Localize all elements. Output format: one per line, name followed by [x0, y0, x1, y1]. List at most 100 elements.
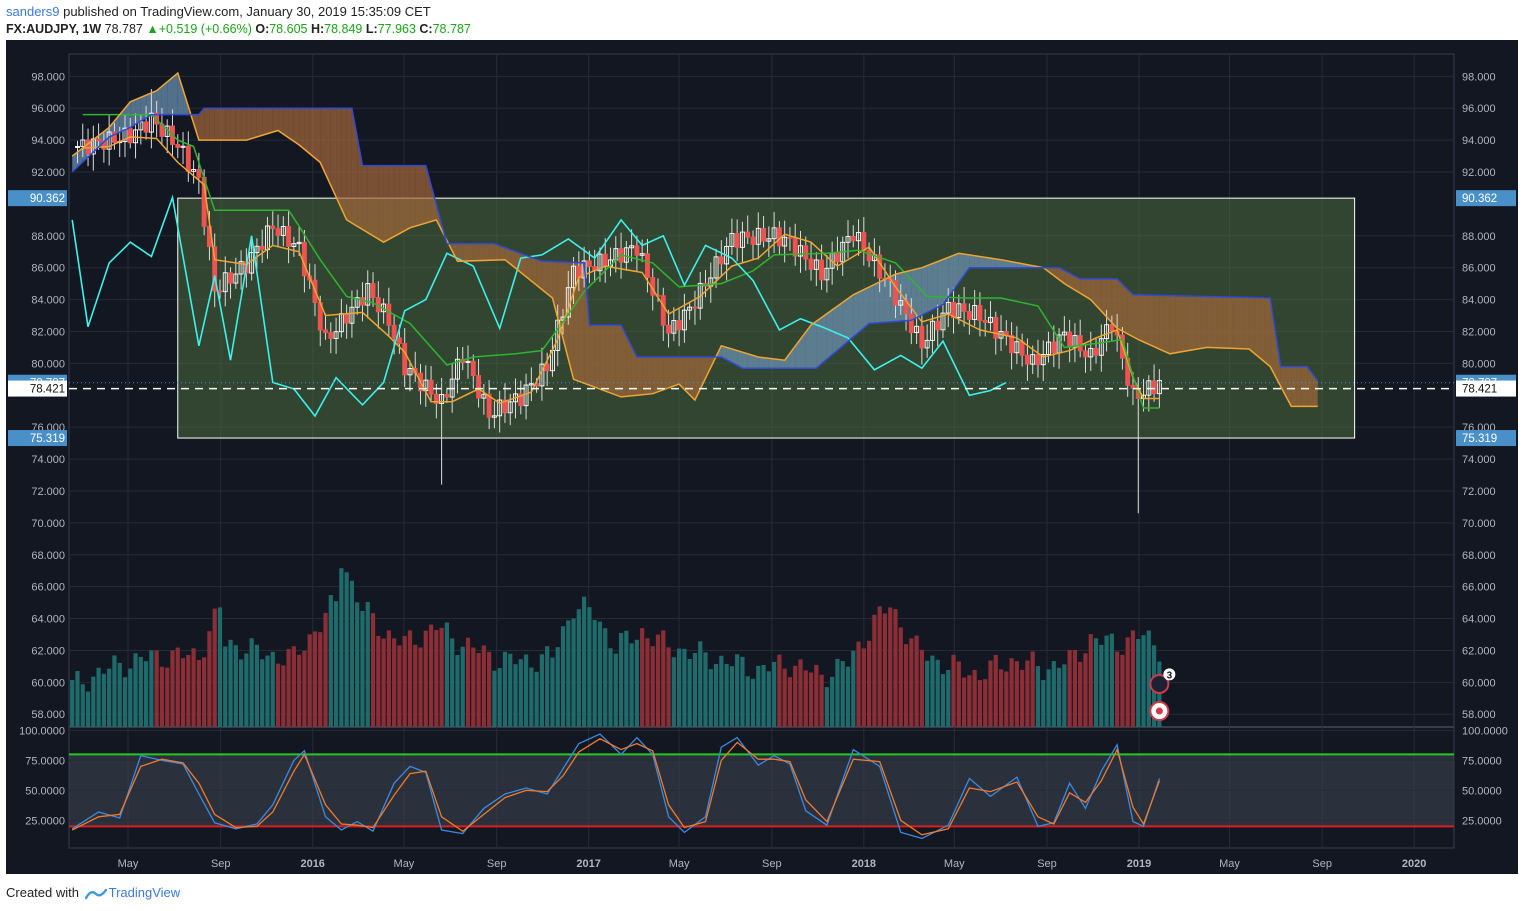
candle-body	[671, 320, 677, 334]
candle-body	[1014, 341, 1020, 354]
volume-bar	[719, 655, 724, 727]
volume-bar	[476, 653, 481, 727]
volume-bar	[407, 630, 413, 727]
volume-bar	[91, 676, 96, 727]
y-tick-right: 92.000	[1462, 167, 1496, 179]
cloud-segment	[415, 165, 421, 227]
volume-bar	[212, 608, 217, 727]
volume-bar	[835, 658, 840, 727]
cloud-segment	[1238, 297, 1244, 349]
y-tick-right: 94.000	[1462, 135, 1496, 147]
volume-bar	[328, 595, 333, 727]
cloud-segment	[388, 165, 395, 240]
y-tick-right: 68.000	[1462, 550, 1496, 562]
x-tick-label: Sep	[487, 858, 507, 870]
cloud-segment	[932, 261, 938, 310]
cloud-segment	[219, 108, 226, 141]
cloud-segment	[927, 263, 933, 313]
candle-body	[940, 312, 946, 331]
candle-body	[977, 305, 983, 321]
candle-body	[212, 246, 218, 292]
publish-text: published on TradingView.com, January 30…	[59, 4, 431, 19]
volume-bar	[107, 668, 112, 727]
cloud-segment	[494, 243, 500, 261]
event-flag-icon	[1149, 673, 1170, 694]
volume-bar	[735, 654, 740, 727]
volume-bar	[128, 668, 133, 727]
volume-bar	[523, 654, 529, 727]
volume-bar	[418, 647, 423, 727]
cloud-segment	[552, 261, 558, 319]
candle-body	[602, 253, 608, 267]
candle-body	[798, 245, 803, 257]
candle-body	[571, 265, 577, 289]
cloud-segment	[969, 254, 975, 268]
publisher-link[interactable]: sanders9	[6, 4, 60, 19]
volume-bar	[223, 646, 228, 727]
candle-body	[1109, 324, 1115, 332]
cloud-segment	[1196, 296, 1202, 350]
price-tag-right-label: 90.362	[1462, 193, 1497, 205]
volume-bar	[729, 666, 734, 727]
stoch-tick-left: 25.0000	[25, 815, 65, 827]
volume-bar	[465, 637, 471, 727]
candle-body	[1088, 347, 1094, 358]
tradingview-brand[interactable]: TradingView	[108, 885, 181, 900]
candle-body	[745, 231, 751, 238]
candle-body	[972, 305, 978, 320]
cloud-segment	[1143, 295, 1149, 345]
cloud-segment	[557, 261, 564, 339]
candle-body	[961, 303, 967, 312]
cloud-segment	[161, 81, 168, 115]
volume-bar	[872, 614, 877, 727]
candle-body	[439, 394, 445, 404]
cloud-segment	[578, 262, 585, 384]
cloud-segment	[636, 357, 643, 396]
footer: Created with TradingView	[6, 885, 180, 900]
cloud-segment	[404, 165, 410, 231]
volume-bar	[940, 674, 946, 727]
cloud-segment	[631, 346, 637, 396]
volume-bar	[165, 667, 170, 727]
cloud-segment	[140, 95, 147, 121]
cloud-segment	[721, 345, 727, 360]
volume-bar	[845, 666, 851, 727]
cloud-segment	[351, 108, 358, 227]
volume-bar	[1088, 634, 1093, 727]
x-tick-label: 2018	[852, 858, 876, 870]
volume-bar	[101, 673, 106, 727]
volume-bar	[302, 650, 307, 727]
line-chikou-span	[71, 194, 1007, 418]
chart-canvas[interactable]: 98.000 98.000 96.000 96.000 94.000 94.000 92.0…	[0, 38, 1524, 880]
legend-bar: FX:AUDJPY, 1W 78.787 ▲+0.519 (+0.66%) O:…	[6, 22, 471, 36]
volume-bar	[170, 650, 175, 727]
cloud-segment	[1169, 295, 1176, 354]
open-value: 78.605	[269, 22, 308, 36]
symbol-label[interactable]: FX:AUDJPY, 1W	[6, 22, 102, 36]
candle-body	[666, 324, 672, 334]
stoch-tick-right: 75.0000	[1462, 755, 1502, 767]
volume-bar	[191, 648, 196, 727]
chart-background	[6, 40, 1518, 874]
cloud-segment	[615, 325, 622, 397]
volume-bar	[175, 647, 180, 727]
volume-bar	[1009, 658, 1014, 727]
cloud-segment	[658, 357, 664, 392]
cloud-segment	[599, 325, 606, 392]
volume-bar	[655, 634, 661, 727]
volume-bar	[133, 653, 138, 727]
volume-bar	[307, 634, 312, 727]
candle-body	[275, 228, 281, 236]
cloud-segment	[283, 108, 289, 138]
cloud-segment	[278, 108, 284, 135]
volume-bar	[925, 660, 930, 727]
volume-bar	[972, 669, 977, 727]
candle-body	[180, 145, 186, 148]
y-tick-left: 64.000	[31, 614, 65, 626]
volume-bar	[830, 676, 835, 727]
volume-bar	[196, 660, 201, 727]
cloud-segment	[1122, 284, 1128, 334]
candle-body	[856, 232, 861, 242]
volume-bar	[666, 647, 671, 727]
candle-body	[850, 236, 856, 242]
